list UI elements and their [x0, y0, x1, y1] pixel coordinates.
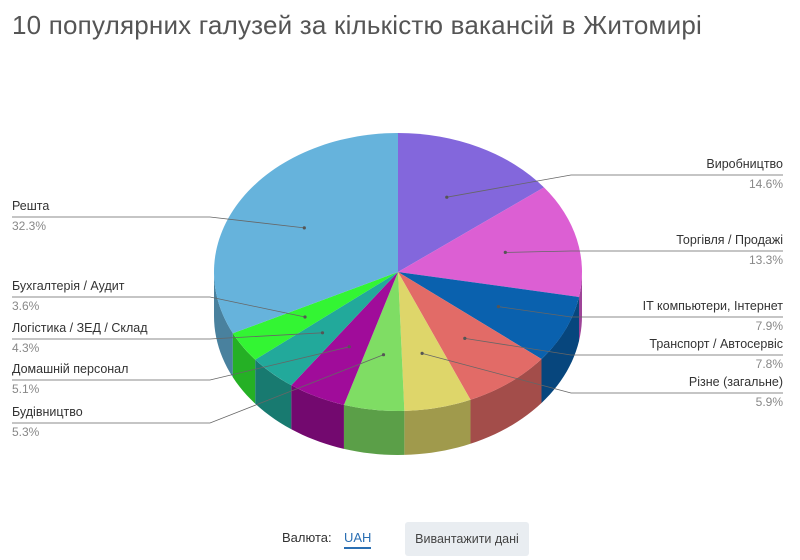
- slice-label-percent: 5.1%: [12, 382, 40, 396]
- pie-side-2: [579, 272, 582, 341]
- leader-line-7: [12, 346, 350, 381]
- download-data-button[interactable]: Вивантажити дані: [405, 522, 529, 556]
- slice-label-percent: 7.8%: [756, 357, 784, 371]
- slice-label-name: Будівництво: [12, 405, 83, 419]
- pie-slice-9[interactable]: [232, 272, 398, 360]
- slice-label-percent: 3.6%: [12, 299, 40, 313]
- leader-dot-4: [463, 336, 467, 340]
- slice-label-name: Логістика / ЗЕД / Склад: [12, 321, 148, 335]
- pie-side-10: [214, 272, 233, 378]
- slice-label-percent: 32.3%: [12, 219, 46, 233]
- slice-label-name: Домашній персонал: [12, 362, 128, 376]
- slice-label-name: Транспорт / Автосервіс: [649, 337, 783, 351]
- pie-slice-10[interactable]: [213, 133, 398, 334]
- pie-side-7: [291, 385, 344, 449]
- pie-side-6: [343, 404, 405, 455]
- pie-slice-7[interactable]: [291, 272, 398, 405]
- slice-label-percent: 4.3%: [12, 341, 40, 355]
- leader-line-5: [421, 353, 783, 394]
- slice-label-percent: 7.9%: [756, 319, 784, 333]
- chart-title: 10 популярних галузей за кількістю вакан…: [12, 10, 702, 40]
- leader-line-8: [12, 332, 323, 340]
- pie-slice-3[interactable]: [398, 272, 580, 360]
- leader-line-9: [12, 296, 306, 318]
- leader-dot-6: [381, 353, 386, 357]
- leader-line-6: [12, 354, 384, 424]
- currency-selector[interactable]: UAH: [344, 530, 372, 549]
- pie-slice-8[interactable]: [255, 272, 398, 386]
- slice-label-percent: 5.9%: [756, 395, 784, 409]
- slice-label-percent: 14.6%: [749, 177, 783, 191]
- leader-line-1: [446, 174, 783, 198]
- leader-dot-10: [302, 226, 306, 230]
- leader-dot-7: [347, 345, 351, 349]
- slice-label-name: Різне (загальне): [689, 375, 783, 389]
- pie-side-5: [404, 399, 471, 455]
- pie-slice-5[interactable]: [398, 272, 471, 411]
- pie-slice-4[interactable]: [398, 272, 542, 400]
- pie-side-3: [541, 296, 580, 404]
- chart-footer: Валюта: UAH Вивантажити дані: [0, 520, 800, 556]
- leader-dot-1: [445, 195, 449, 199]
- pie-slice-1[interactable]: [398, 133, 544, 272]
- pie-slice-2[interactable]: [398, 187, 582, 297]
- slice-label-percent: 13.3%: [749, 253, 783, 267]
- leader-dot-8: [320, 331, 325, 335]
- slice-label-name: IT компьютери, Інтернет: [643, 299, 784, 313]
- leader-line-3: [498, 306, 783, 318]
- pie-chart: Виробництво 14.6% Торгівля / Продажі 13.3% I…: [12, 133, 784, 455]
- slice-label-percent: 5.3%: [12, 425, 40, 439]
- leader-dot-2: [503, 250, 507, 254]
- pie-side-8: [255, 359, 292, 430]
- slice-label-name: Виробництво: [706, 157, 783, 171]
- leader-line-10: [12, 216, 305, 229]
- pie-slice-6[interactable]: [343, 272, 405, 412]
- leader-dot-5: [420, 351, 424, 355]
- leader-line-2: [505, 250, 783, 253]
- leader-dot-9: [303, 315, 307, 319]
- slice-label-name: Решта: [12, 199, 49, 213]
- leader-line-4: [464, 338, 783, 356]
- slice-label-name: Торгівля / Продажі: [676, 233, 783, 247]
- leader-dot-3: [496, 305, 500, 309]
- slice-label-name: Бухгалтерія / Аудит: [12, 279, 125, 293]
- pie-side-9: [232, 333, 256, 404]
- currency-label: Валюта:: [282, 530, 332, 545]
